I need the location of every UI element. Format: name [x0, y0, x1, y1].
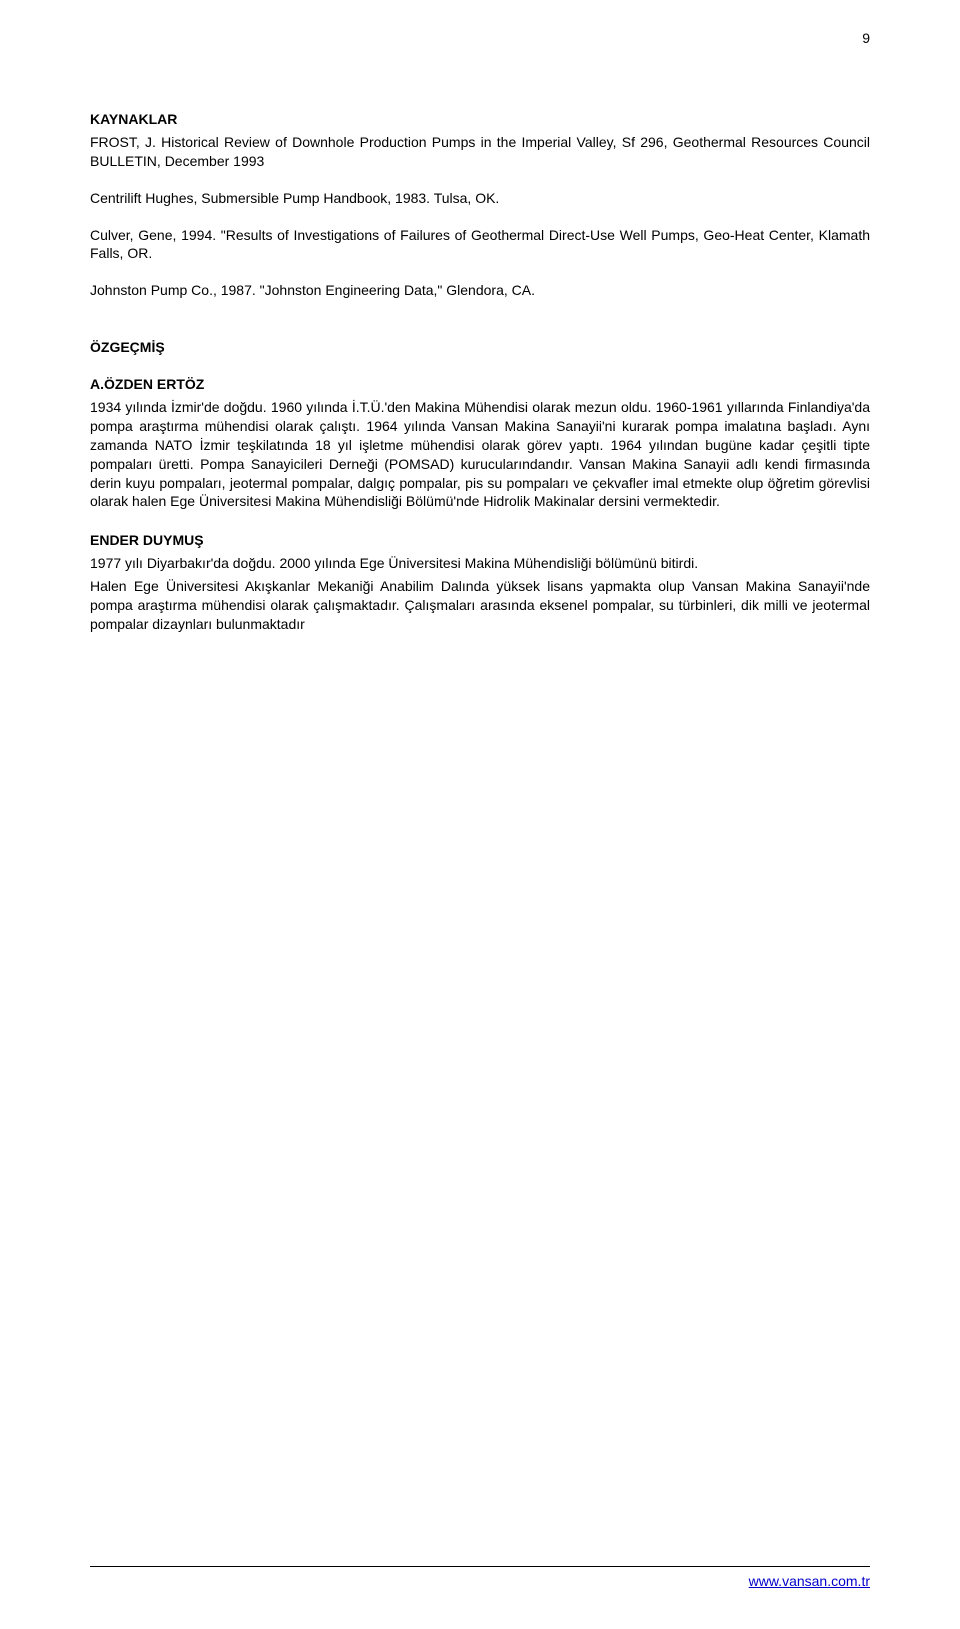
author-bio-line: 1977 yılı Diyarbakır'da doğdu. 2000 yılı…	[90, 554, 870, 573]
footer-link[interactable]: www.vansan.com.tr	[749, 1573, 870, 1589]
reference-item: Johnston Pump Co., 1987. "Johnston Engin…	[90, 281, 870, 300]
cv-heading: ÖZGEÇMİŞ	[90, 338, 870, 357]
author-name: ENDER DUYMUŞ	[90, 531, 870, 550]
page-footer: www.vansan.com.tr	[90, 1566, 870, 1589]
reference-item: FROST, J. Historical Review of Downhole …	[90, 133, 870, 171]
references-heading: KAYNAKLAR	[90, 110, 870, 129]
author-name: A.ÖZDEN ERTÖZ	[90, 375, 870, 394]
page-number: 9	[862, 30, 870, 46]
reference-item: Centrilift Hughes, Submersible Pump Hand…	[90, 189, 870, 208]
page-content: KAYNAKLAR FROST, J. Historical Review of…	[90, 110, 870, 634]
author-bio-line: Halen Ege Üniversitesi Akışkanlar Mekani…	[90, 577, 870, 634]
author-bio: 1934 yılında İzmir'de doğdu. 1960 yılınd…	[90, 398, 870, 511]
reference-item: Culver, Gene, 1994. "Results of Investig…	[90, 226, 870, 264]
